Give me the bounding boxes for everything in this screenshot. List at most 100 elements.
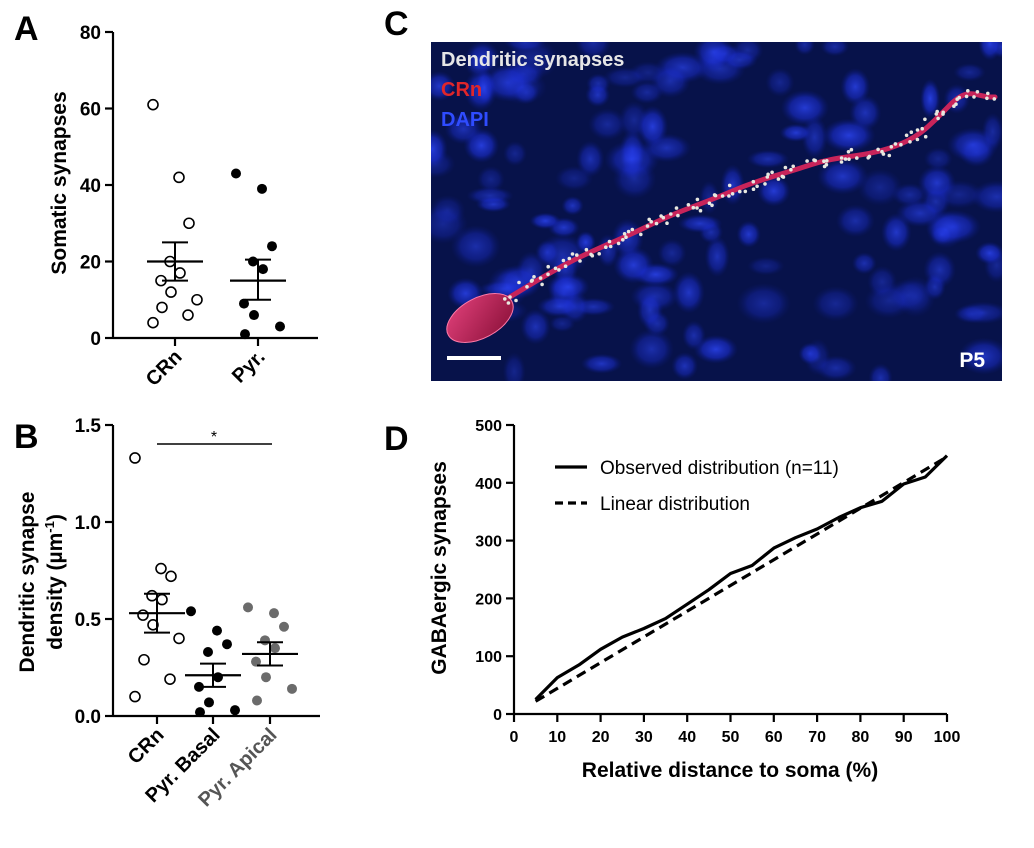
panel-b-chart: Dendritic synapse density (µm-1) 0.0 0.5 1… [16, 416, 320, 811]
data-point [258, 264, 268, 275]
data-point [248, 256, 258, 267]
synapse-dot [936, 116, 940, 121]
data-point [260, 635, 270, 646]
dapi-nucleus [736, 220, 761, 248]
dapi-nucleus [779, 123, 813, 142]
synapse-dot [575, 253, 579, 257]
dapi-nucleus [576, 140, 605, 178]
synapse-dot [923, 117, 927, 122]
synapse-dot [805, 159, 809, 163]
dapi-nucleus [801, 115, 828, 159]
synapse-dot [876, 147, 880, 152]
synapse-dot [645, 224, 650, 228]
synapse-dot [710, 203, 714, 208]
data-point [204, 697, 214, 708]
x-tick-label: 100 [934, 729, 961, 746]
dapi-nucleus [953, 63, 986, 82]
dapi-nucleus [580, 353, 623, 374]
panel-letter-c: C [384, 5, 409, 43]
dapi-nucleus [857, 168, 903, 207]
synapse-dot [813, 158, 817, 163]
dapi-nucleus [794, 42, 815, 56]
synapse-dot [824, 162, 829, 167]
panel-d-axes: 0 100 200 300 400 500 0 10 20 30 40 50 60 70 80 90 100 [475, 418, 960, 746]
dapi-nucleus [765, 67, 795, 97]
x-tick-label: 20 [592, 729, 610, 746]
dapi-nucleus [431, 129, 448, 169]
synapse-dot [992, 97, 997, 101]
dapi-nucleus [981, 112, 1002, 151]
synapse-dot [763, 182, 767, 186]
synapse-dot [743, 189, 748, 194]
legend-crn: CRn [441, 79, 482, 101]
data-point [261, 672, 271, 683]
data-point [191, 293, 203, 306]
dapi-nucleus [923, 251, 956, 289]
synapse-dot [904, 133, 909, 138]
dapi-nucleus [747, 256, 785, 276]
synapse-dot [751, 187, 756, 191]
synapse-dot [604, 245, 608, 249]
dapi-nucleus [611, 218, 644, 259]
synapse-dot [561, 258, 566, 263]
synapse-dot [503, 297, 507, 301]
dapi-nucleus [955, 301, 1002, 324]
dapi-nucleus [746, 149, 790, 169]
dapi-nucleus [678, 214, 723, 233]
synapse-dot [986, 91, 990, 96]
synapse-dot [789, 167, 793, 172]
y-tick-label: 0 [493, 707, 502, 724]
age-label: P5 [959, 349, 985, 372]
synapse-dot [751, 179, 756, 184]
panel-a-chart: Somatic synapses 0 20 40 60 80 CRn Pyr. [48, 23, 318, 391]
panel-letter-d: D [384, 420, 409, 458]
x-tick-label: CRn [124, 724, 169, 769]
x-tick-label: 10 [548, 729, 566, 746]
dapi-nucleus [431, 194, 466, 227]
dapi-nucleus [585, 82, 611, 108]
synapse-dot [822, 159, 826, 163]
synapse-dot [855, 156, 859, 160]
dapi-nucleus [817, 158, 869, 195]
synapse-dot [849, 147, 854, 152]
data-point [269, 608, 279, 619]
synapse-dot [529, 279, 534, 283]
x-tick-label: 0 [510, 729, 519, 746]
dapi-nucleus [444, 113, 483, 145]
dapi-nucleus [503, 42, 547, 52]
synapse-dot [941, 110, 945, 115]
synapse-dot [525, 285, 529, 289]
synapse-dot [893, 142, 898, 146]
x-tick-label: 80 [852, 729, 870, 746]
synapse-dot [669, 212, 673, 216]
dapi-nucleus [736, 282, 792, 324]
dapi-nucleus [575, 42, 612, 61]
significance-star: * [211, 429, 217, 446]
synapse-dot [691, 205, 696, 210]
x-tick-label: CRn [142, 346, 187, 391]
x-tick-label: 40 [678, 729, 696, 746]
synapse-dot [975, 90, 980, 94]
synapse-dot [843, 157, 848, 161]
dapi-nucleus [933, 180, 985, 209]
dapi-nucleus [820, 42, 850, 57]
y-tick-label: 500 [475, 418, 502, 435]
data-point [243, 602, 253, 613]
panel-b-ylabel-close: ) [44, 514, 67, 521]
synapse-dot [584, 247, 589, 252]
dapi-nucleus [612, 158, 657, 200]
dapi-nucleus [629, 329, 674, 370]
synapse-dot [770, 170, 774, 175]
synapse-dot [783, 165, 788, 170]
x-tick-label: Pyr. [228, 346, 270, 388]
dapi-nucleus [636, 291, 664, 330]
synapse-dot [695, 197, 700, 202]
synapse-dot [915, 128, 920, 132]
synapse-dot [506, 301, 511, 305]
dapi-nucleus [693, 42, 734, 70]
synapse-dot [839, 156, 844, 160]
dapi-nucleus [535, 240, 560, 265]
data-point [182, 309, 194, 321]
data-point [212, 625, 222, 636]
synapse-dot [578, 259, 582, 263]
